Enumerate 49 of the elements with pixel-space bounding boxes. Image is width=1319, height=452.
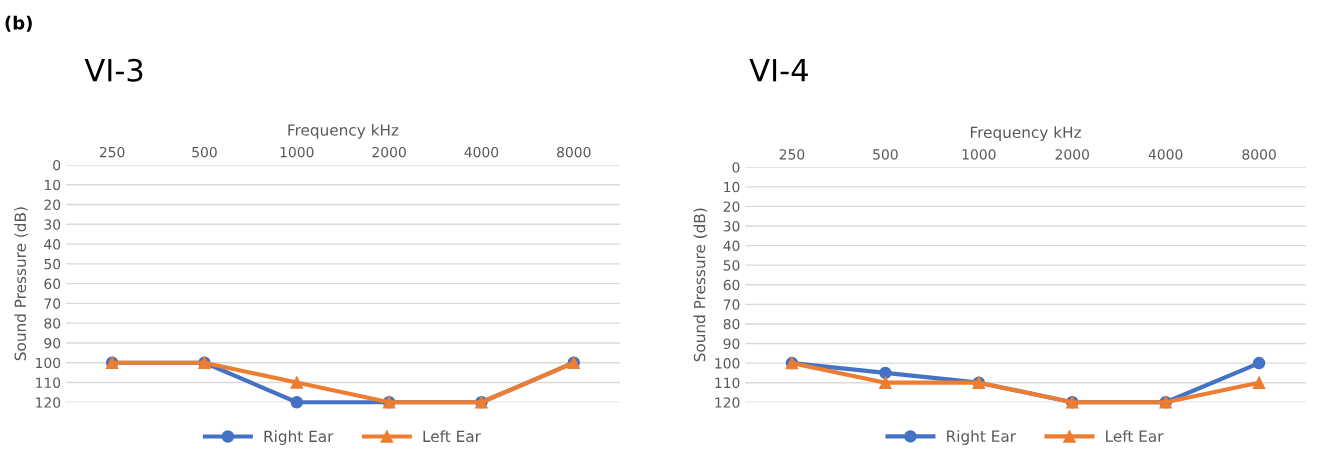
- y-tick-label: 20: [723, 201, 740, 212]
- x-axis-title: Frequency kHz: [288, 123, 399, 139]
- x-tick-label: 250: [779, 149, 805, 160]
- y-tick-label: 0: [732, 162, 740, 173]
- y-tick-label: 80: [44, 318, 61, 329]
- y-tick-label: 50: [723, 260, 740, 271]
- x-tick-label: 2000: [1055, 149, 1089, 160]
- y-tick-label: 120: [715, 397, 740, 408]
- y-tick-label: 70: [723, 299, 740, 310]
- x-tick-label: 1000: [280, 146, 314, 158]
- y-tick-label: 110: [36, 377, 61, 388]
- x-tick-label: 1000: [962, 149, 996, 160]
- legend-label: Left Ear: [423, 430, 481, 443]
- y-tick-label: 60: [723, 279, 740, 291]
- x-tick-label: 500: [873, 149, 898, 160]
- y-tick-label: 120: [36, 397, 61, 408]
- y-axis-title: Sound Pressure (dB): [693, 208, 708, 362]
- legend-label: Right Ear: [264, 430, 334, 446]
- y-tick-label: 80: [723, 318, 740, 330]
- x-tick-label: 500: [192, 146, 217, 158]
- x-tick-label: 2000: [372, 146, 406, 158]
- x-tick-label: 4000: [1148, 149, 1183, 160]
- y-tick-label: 60: [44, 278, 61, 290]
- x-tick-label: 4000: [464, 146, 499, 158]
- y-tick-label: 20: [44, 199, 61, 210]
- y-tick-label: 30: [723, 220, 740, 232]
- y-tick-label: 90: [44, 337, 61, 349]
- chart-title: VI-4: [749, 59, 808, 82]
- x-axis-title: Frequency kHz: [970, 126, 1081, 141]
- y-tick-label: 40: [723, 240, 740, 252]
- x-tick-label: 8000: [1242, 149, 1276, 160]
- y-tick-label: 10: [44, 179, 61, 191]
- chart-title: VI-3: [84, 58, 143, 82]
- x-tick-label: 250: [99, 146, 125, 158]
- y-tick-label: 40: [44, 239, 61, 250]
- y-tick-label: 100: [36, 357, 61, 369]
- y-tick-label: 30: [44, 219, 61, 230]
- y-axis-title: Sound Pressure (dB): [14, 207, 28, 361]
- y-tick-label: 100: [715, 358, 740, 369]
- legend-label: Right Ear: [947, 430, 1016, 445]
- y-tick-label: 90: [723, 338, 740, 349]
- y-tick-label: 0: [53, 159, 61, 171]
- legend-label: Left Ear: [1106, 430, 1164, 442]
- y-tick-label: 110: [715, 377, 740, 389]
- y-tick-label: 70: [44, 298, 61, 309]
- x-tick-label: 8000: [557, 146, 591, 158]
- text: (b): [5, 15, 32, 32]
- y-tick-label: 50: [44, 258, 61, 270]
- y-tick-label: 10: [724, 181, 740, 193]
